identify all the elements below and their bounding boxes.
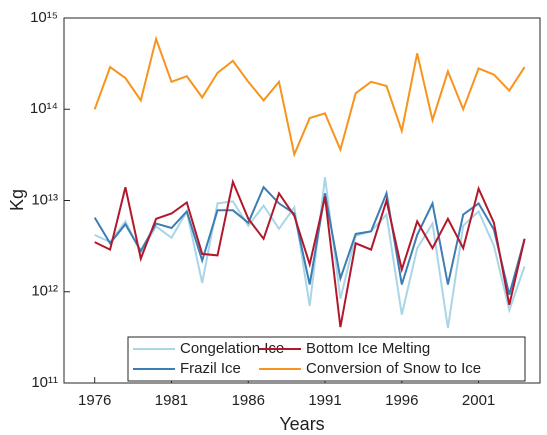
- legend-label: Frazil Ice: [180, 360, 241, 377]
- legend-label: Congelation Ice: [180, 340, 284, 357]
- series-line: [93, 185, 526, 295]
- x-tick-label: 1981: [155, 392, 188, 409]
- y-axis-label: Kg: [7, 189, 27, 211]
- y-tick-label: 10¹¹: [31, 374, 58, 391]
- x-tick-label: 1976: [78, 392, 111, 409]
- legend-label: Bottom Ice Melting: [306, 340, 430, 357]
- y-tick-label: 10¹³: [31, 191, 58, 208]
- series-line: [93, 35, 526, 158]
- series-line: [94, 178, 526, 328]
- x-tick-label: 1996: [385, 392, 418, 409]
- y-tick-label: 10¹²: [31, 283, 58, 300]
- legend-box: [127, 336, 526, 382]
- plot-area: [63, 17, 541, 384]
- x-axis-label: Years: [279, 414, 324, 434]
- x-tick-label: 1991: [308, 392, 341, 409]
- y-tick-label: 10¹⁴: [30, 100, 58, 117]
- x-tick-label: 1986: [232, 392, 265, 409]
- x-tick-label: 2001: [462, 392, 495, 409]
- y-tick-label: 10¹⁵: [30, 9, 58, 26]
- series-line: [94, 177, 526, 329]
- legend-label: Conversion of Snow to Ice: [306, 360, 481, 377]
